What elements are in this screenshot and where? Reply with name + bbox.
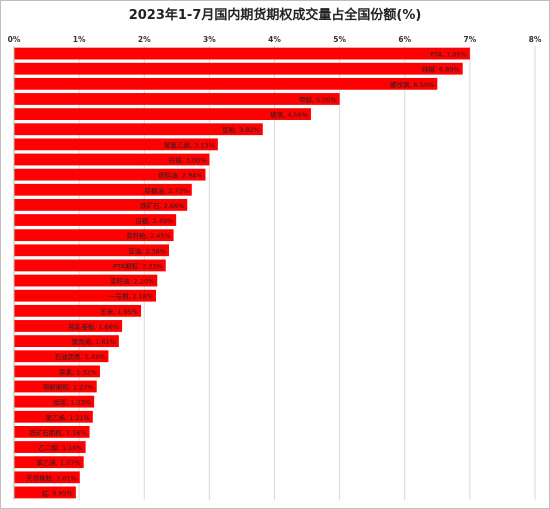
bar (14, 395, 95, 408)
bar-data-label: 乙二醇, 1.10% (38, 443, 82, 452)
bar-data-label: 一号棉, 2.18% (109, 292, 153, 301)
bar (14, 259, 166, 272)
bar (14, 365, 100, 378)
bar (14, 335, 119, 348)
x-tick-label: 7% (464, 35, 477, 44)
bar-data-label: 白糖, 2.49% (135, 216, 173, 225)
bar (14, 93, 340, 105)
x-tick-label: 5% (333, 35, 346, 44)
bar (14, 108, 311, 121)
bar-data-label: 棕榈油, 2.73% (145, 186, 189, 195)
bar (14, 486, 76, 499)
bar-data-label: 石油沥青, 1.45% (55, 352, 106, 361)
bar (14, 138, 218, 151)
x-tick-label: 1% (73, 35, 86, 44)
bar (14, 153, 210, 166)
bar (14, 183, 192, 196)
x-tick-label: 8% (529, 35, 542, 44)
bar (14, 350, 109, 363)
bar-data-label: 聚乙烯, 1.21% (46, 413, 90, 422)
bar (14, 47, 470, 60)
bar-data-label: 锰, 0.95% (42, 488, 73, 497)
x-tick-label: 6% (398, 35, 411, 44)
x-tick-label: 3% (203, 35, 216, 44)
bar-data-label: PTA, 7.00% (430, 51, 467, 59)
bar-data-label: 玉米, 1.95% (100, 307, 138, 316)
bar (14, 471, 80, 484)
bar (14, 229, 174, 242)
bar (14, 123, 263, 136)
bar (14, 441, 86, 453)
bar (14, 168, 206, 181)
bar (14, 425, 90, 438)
bar-data-label: 聚丙烯, 1.61% (72, 337, 116, 346)
bar-data-label: 菜籽油, 2.20% (110, 277, 154, 286)
bar-data-label: 铁矿石, 2.66% (140, 201, 184, 210)
bar (14, 320, 123, 332)
bar (14, 77, 438, 90)
bar (14, 410, 93, 423)
bar-data-label: 热轧卷板, 1.66% (68, 322, 119, 331)
x-tick-label: 0% (8, 35, 21, 44)
bar-data-label: 玻璃, 4.56% (270, 110, 308, 119)
bar (14, 274, 158, 287)
bar (14, 62, 463, 75)
x-tick-label: 4% (268, 35, 281, 44)
bar-data-label: 燃料油, 2.94% (158, 171, 202, 180)
bar-data-label: 菜籽粕, 2.45% (126, 231, 170, 240)
bar-data-label: 苯乙烯, 1.07% (36, 458, 80, 467)
bar-data-label: PTA期权, 2.33% (113, 261, 163, 270)
bar-data-label: 甲醇期权, 1.27% (43, 383, 94, 392)
bar-data-label: 豆粕, 3.82% (222, 125, 260, 134)
bar (14, 456, 84, 469)
bar (14, 214, 177, 226)
bar (14, 244, 169, 257)
bar-data-label: 尿素, 1.32% (59, 367, 97, 376)
bar-data-label: 铁矿石期权, 1.16% (29, 428, 86, 437)
bar-data-label: 纸浆, 1.23% (53, 398, 91, 407)
bar-data-label: 豆油, 2.38% (128, 246, 166, 255)
bar-data-label: 纯碱, 6.89% (422, 65, 460, 74)
bar-data-label: 螺纹钢, 6.50% (390, 80, 434, 89)
x-tick-label: 2% (138, 35, 151, 44)
bar (14, 380, 97, 393)
chart-title: 2023年1-7月国内期货期权成交量占全国份额(%) (128, 8, 422, 23)
bar-data-label: 天然橡胶, 1.01% (26, 473, 77, 482)
bar-data-label: 白银, 3.00% (169, 156, 207, 165)
bar (14, 304, 141, 317)
bar-data-label: 聚氯乙烯, 3.13% (164, 140, 215, 149)
bar-data-label: 甲醇, 5.00% (299, 95, 337, 104)
bar (14, 198, 188, 211)
bar (14, 289, 156, 302)
